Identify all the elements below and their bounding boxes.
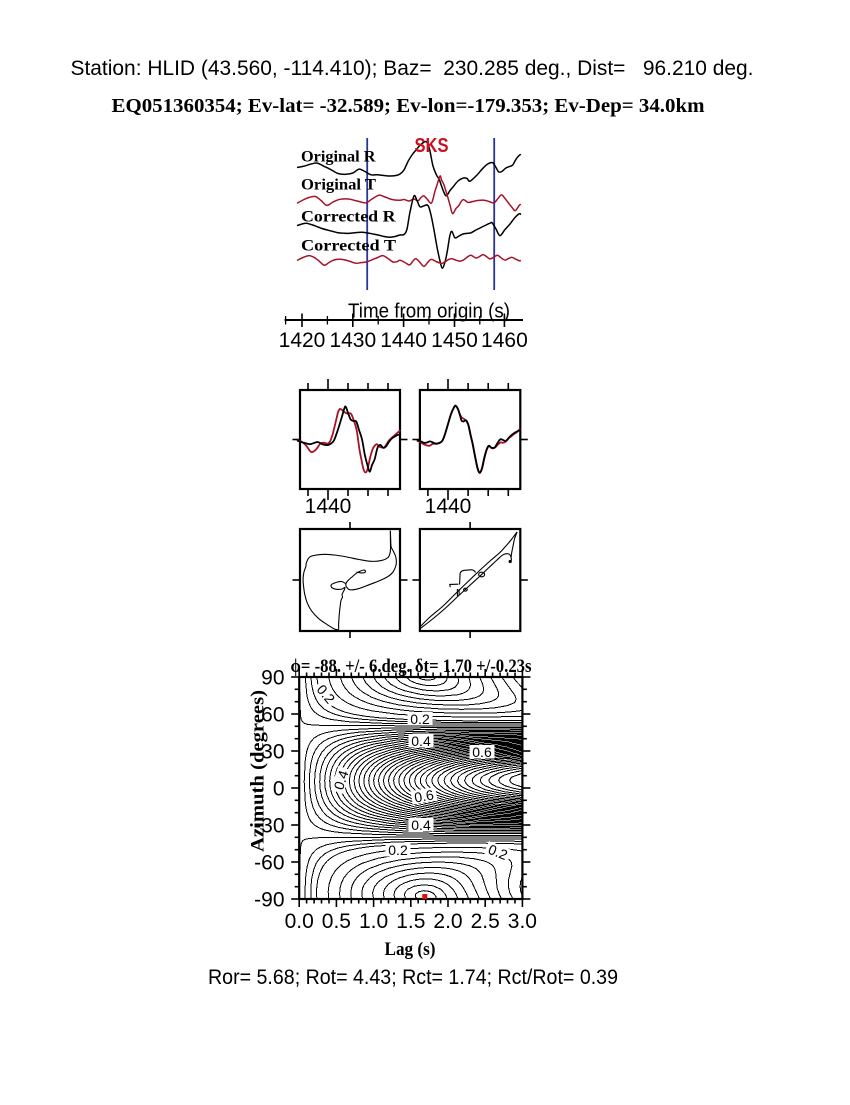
svg-text:2.5: 2.5 [471, 910, 500, 933]
svg-text:0.2: 0.2 [410, 711, 430, 727]
svg-text:EQ051360354; Ev-lat= -32.589;: EQ051360354; Ev-lat= -32.589; Ev-lon=-17… [112, 95, 705, 117]
svg-text:1420: 1420 [279, 329, 326, 352]
svg-text:1440: 1440 [425, 495, 472, 518]
svg-text:ϕ= -88. +/- 6.deg. δt= 1.70 +/: ϕ= -88. +/- 6.deg. δt= 1.70 +/-0.23s [291, 656, 532, 677]
svg-text:0.2: 0.2 [388, 842, 408, 858]
svg-text:90: 90 [261, 667, 284, 690]
svg-text:1430: 1430 [329, 329, 376, 352]
svg-text:1450: 1450 [431, 329, 478, 352]
svg-text:1440: 1440 [380, 329, 427, 352]
svg-text:2.0: 2.0 [433, 910, 462, 933]
svg-text:Original T: Original T [301, 177, 376, 194]
svg-text:0.4: 0.4 [411, 817, 431, 833]
svg-text:0.6: 0.6 [413, 786, 435, 805]
svg-text:1460: 1460 [481, 329, 528, 352]
svg-text:60: 60 [261, 704, 284, 727]
svg-text:0.5: 0.5 [322, 910, 351, 933]
svg-text:0.2: 0.2 [486, 841, 510, 863]
svg-text:Station: HLID (43.560, -114.41: Station: HLID (43.560, -114.410); Baz= 2… [71, 57, 754, 80]
svg-text:0.6: 0.6 [472, 744, 492, 760]
svg-text:SKS: SKS [415, 135, 449, 157]
svg-text:1440: 1440 [305, 495, 352, 518]
svg-text:-90: -90 [254, 889, 284, 912]
svg-text:1.5: 1.5 [396, 910, 425, 933]
svg-text:Time from origin (s): Time from origin (s) [348, 301, 510, 323]
svg-text:Corrected R: Corrected R [301, 208, 396, 225]
svg-text:Lag (s): Lag (s) [385, 939, 436, 960]
svg-text:Azimuth (degrees): Azimuth (degrees) [248, 690, 269, 852]
svg-text:Original R: Original R [301, 149, 376, 166]
svg-text:0.0: 0.0 [285, 910, 314, 933]
svg-text:-30: -30 [254, 815, 284, 838]
svg-text:0.4: 0.4 [411, 733, 431, 749]
svg-text:1.0: 1.0 [359, 910, 388, 933]
svg-text:-60: -60 [254, 852, 284, 875]
svg-text:0.4: 0.4 [330, 768, 351, 792]
svg-text:Corrected T: Corrected T [301, 238, 396, 255]
svg-text:Ror= 5.68; Rot= 4.43; Rct= 1.7: Ror= 5.68; Rot= 4.43; Rct= 1.74; Rct/Rot… [208, 966, 618, 989]
svg-text:0: 0 [273, 778, 285, 801]
svg-text:30: 30 [261, 741, 284, 764]
svg-text:3.0: 3.0 [508, 910, 537, 933]
